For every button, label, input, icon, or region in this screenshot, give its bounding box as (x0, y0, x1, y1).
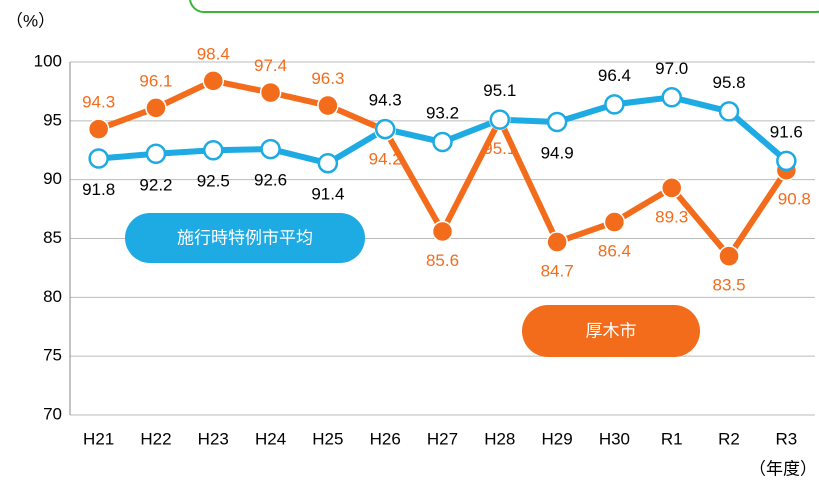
point (489, 109, 511, 130)
point (603, 211, 626, 233)
point (88, 148, 109, 169)
x-tick-label: H29 (542, 429, 573, 448)
x-tick-label: H26 (370, 429, 401, 448)
data-label: 98.4 (197, 44, 230, 63)
data-label: 96.3 (311, 69, 344, 88)
y-tick-label: 100 (34, 51, 62, 70)
point (661, 87, 682, 108)
data-label: 94.3 (82, 93, 115, 112)
data-label: 94.3 (369, 91, 402, 110)
x-tick-label: H30 (599, 429, 630, 448)
legend-label: 厚木市 (586, 321, 637, 340)
point (432, 131, 453, 153)
header-box (189, 0, 819, 13)
data-label: 86.4 (598, 242, 631, 261)
point (546, 231, 568, 253)
point (260, 138, 281, 160)
x-unit-label: （年度） (749, 459, 817, 478)
point (317, 152, 339, 174)
data-label: 89.3 (655, 207, 688, 226)
x-tick-label: H22 (140, 429, 171, 448)
point (203, 140, 224, 161)
y-tick-label: 70 (43, 404, 62, 423)
data-label: 84.7 (541, 262, 574, 281)
data-label: 96.1 (139, 71, 172, 90)
data-label: 91.8 (82, 180, 115, 199)
point (718, 245, 740, 267)
point (202, 70, 225, 92)
point (317, 94, 339, 117)
point (776, 150, 797, 172)
data-label: 94.2 (369, 150, 402, 169)
x-tick-label: R1 (661, 429, 683, 448)
point (431, 220, 454, 243)
data-label: 95.1 (483, 81, 516, 100)
data-label: 91.4 (311, 185, 344, 204)
x-tick-label: H27 (427, 429, 458, 448)
data-label: 97.0 (655, 59, 688, 78)
data-label: 93.2 (426, 103, 459, 122)
point (660, 177, 683, 199)
x-tick-label: H28 (484, 429, 515, 448)
data-label: 91.6 (770, 122, 803, 141)
legend-pill (125, 213, 365, 263)
x-tick-label: H25 (312, 429, 343, 448)
point (145, 143, 167, 165)
x-tick-label: R3 (775, 429, 797, 448)
point (718, 101, 740, 122)
data-label: 90.8 (778, 190, 811, 209)
point (546, 111, 568, 133)
y-tick-label: 75 (43, 346, 62, 365)
point (259, 81, 282, 104)
y-tick-label: 80 (43, 287, 62, 306)
point (374, 118, 396, 140)
point (145, 97, 167, 119)
data-label: 92.5 (197, 172, 230, 191)
data-label: 95.8 (712, 73, 745, 92)
data-label: 97.4 (254, 56, 287, 75)
data-label: 92.6 (254, 171, 287, 190)
data-label: 83.5 (712, 276, 745, 295)
y-tick-label: 95 (43, 110, 62, 129)
y-unit-label: （%） (6, 11, 55, 30)
point (604, 94, 625, 115)
x-tick-label: H21 (83, 429, 114, 448)
x-tick-label: R2 (718, 429, 740, 448)
data-label: 85.6 (426, 251, 459, 270)
x-tick-label: H24 (255, 429, 286, 448)
y-tick-label: 90 (43, 169, 62, 188)
legend-label: 施行時特例市平均 (177, 228, 313, 247)
data-label: 95.1 (483, 139, 516, 158)
point (87, 118, 110, 140)
data-label: 96.4 (598, 66, 631, 85)
legend-pill (522, 305, 700, 357)
y-tick-label: 85 (43, 228, 62, 247)
x-tick-label: H23 (198, 429, 229, 448)
data-label: 92.2 (139, 175, 172, 194)
data-label: 94.9 (541, 143, 574, 162)
